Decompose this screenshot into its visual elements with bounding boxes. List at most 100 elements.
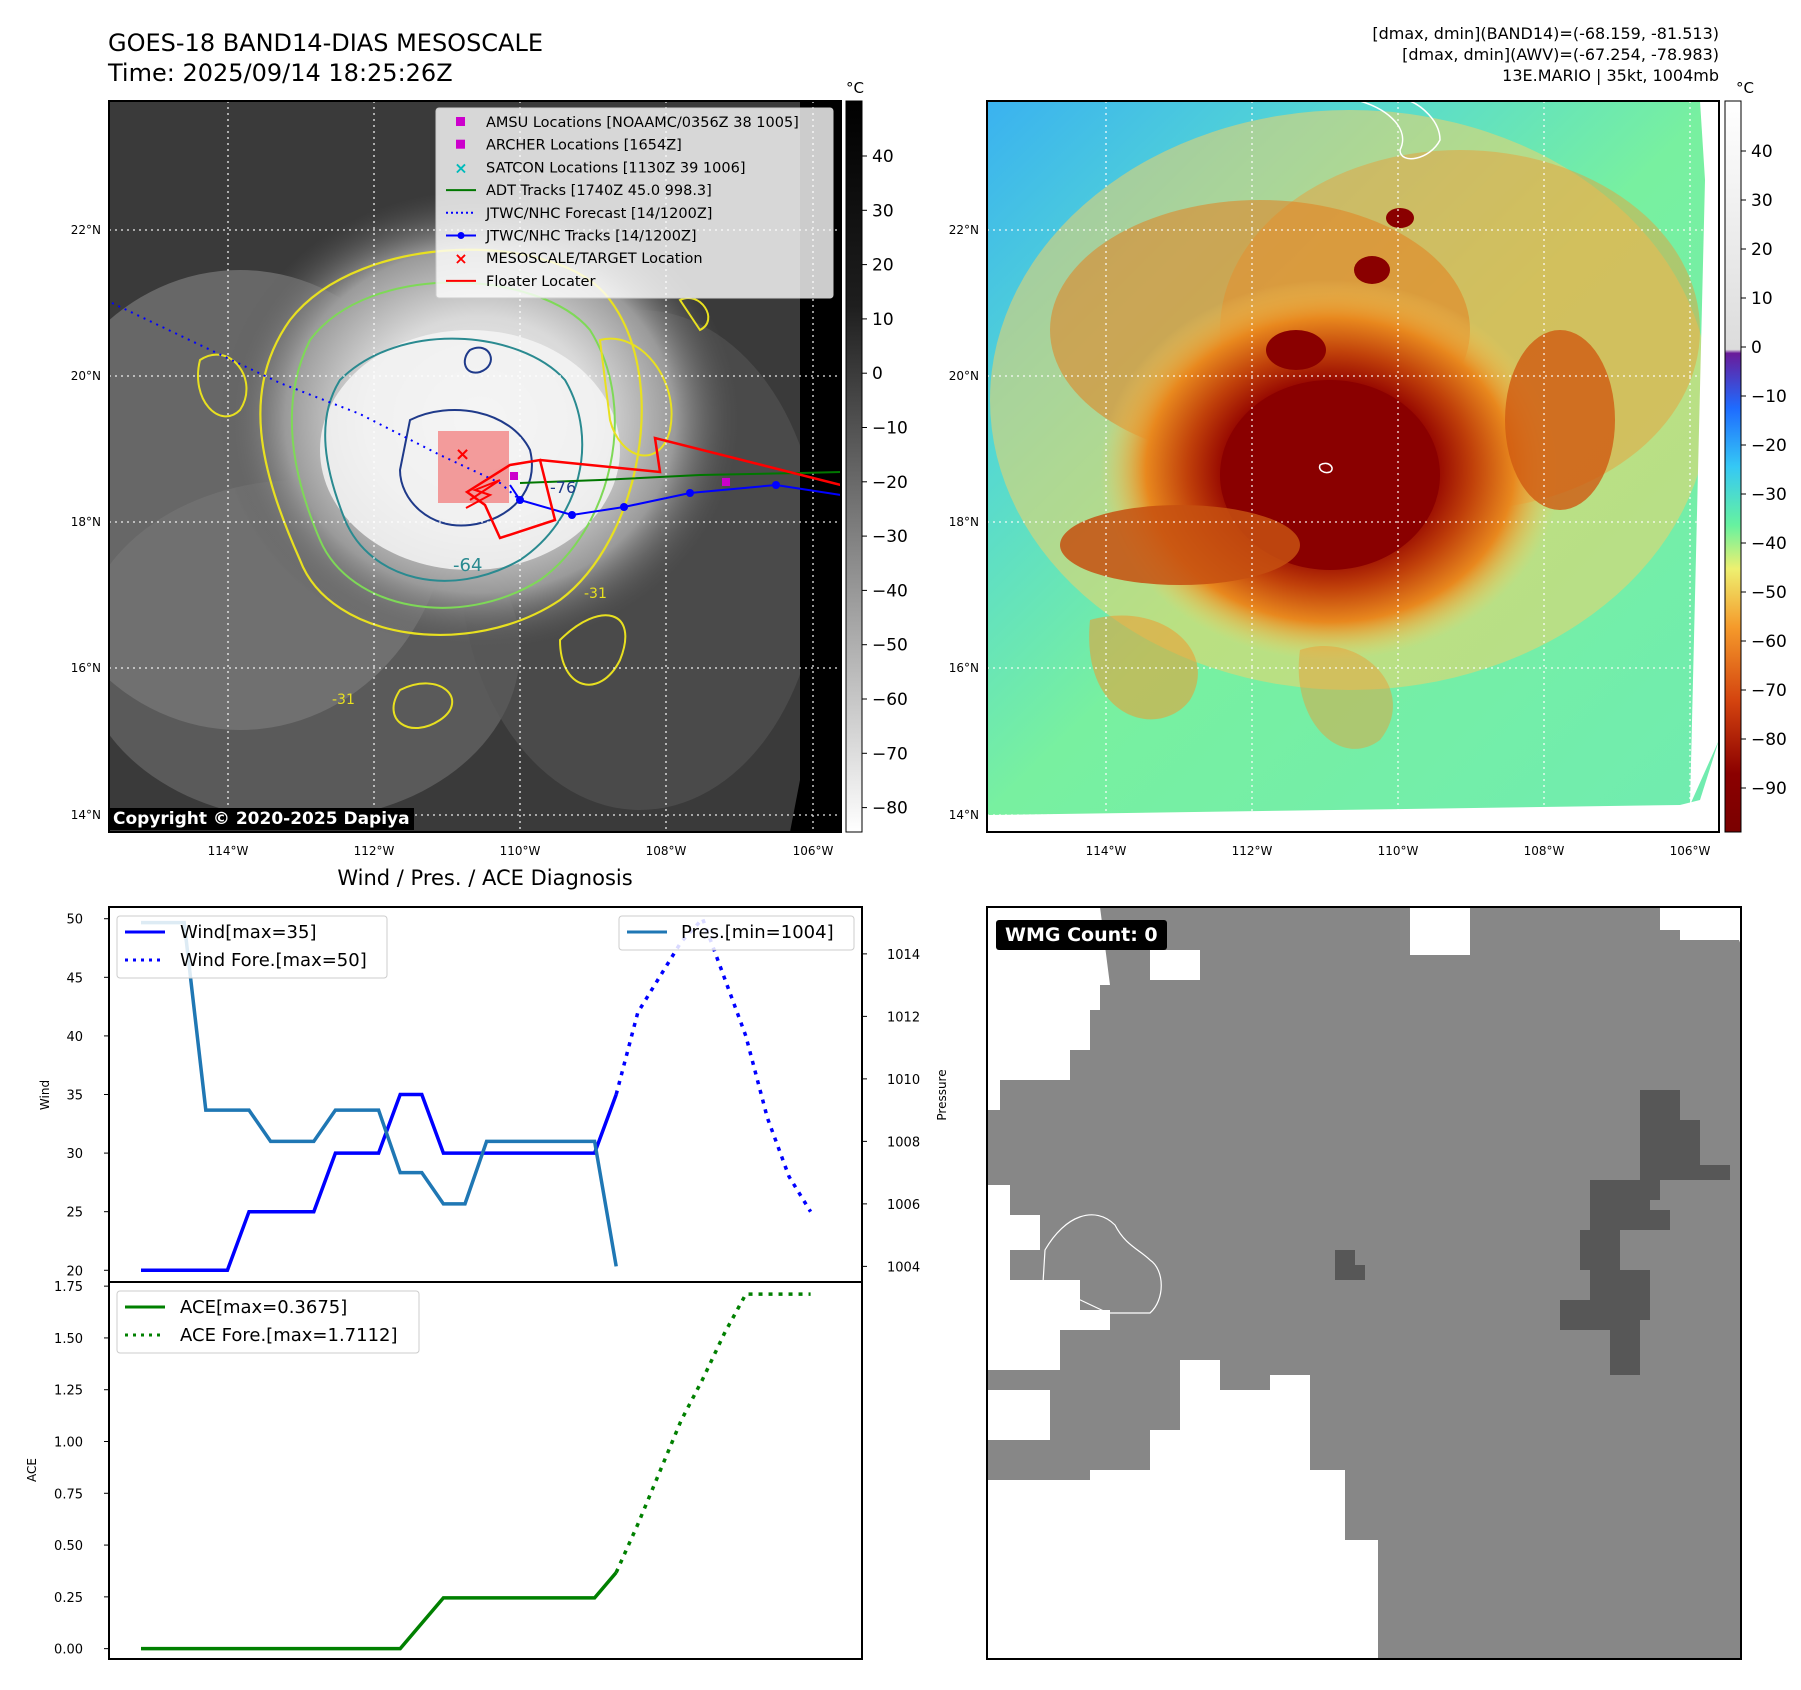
legend-label-7: Floater Locater — [486, 274, 595, 290]
awv-lon-label-114: 114°W — [1086, 844, 1127, 858]
awv-cb-tick-label-10: −60 — [1751, 632, 1787, 652]
stats-awv: [dmax, dmin](AWV)=(-67.254, -78.983) — [1402, 45, 1719, 64]
contour-label-1: -64 — [453, 555, 482, 576]
awv-cb-tick-label-9: −50 — [1751, 583, 1787, 603]
diagnosis-title: Wind / Pres. / ACE Diagnosis — [337, 866, 632, 890]
legend-pressure: Pres.[min=1004] — [681, 922, 834, 943]
awv-cb-tick-label-8: −40 — [1751, 534, 1787, 554]
ace-ytick-label-6: 1.50 — [54, 1332, 83, 1347]
ace-chart: ACE 0.00 0.25 0.50 0.75 1.00 1.25 1.50 1.75 ACE… — [25, 1280, 863, 1660]
ir-cb-tick-label-5: −10 — [872, 419, 908, 439]
legend-label-4: JTWC/NHC Forecast [14/1200Z] — [485, 206, 712, 222]
wind-ytick-label-0: 20 — [66, 1264, 83, 1279]
lon-label-112: 112°W — [354, 844, 395, 858]
awv-cb-tick-label-12: −80 — [1751, 730, 1787, 750]
awv-cb-tick-label-11: −70 — [1751, 681, 1787, 701]
ace-ytick-label-2: 0.50 — [54, 1539, 83, 1554]
awv-lon-label-106: 106°W — [1670, 844, 1711, 858]
pressure-ytick-label-1: 1006 — [887, 1198, 920, 1213]
awv-map-axes: 114°W 112°W 110°W 108°W 106°W 22°N 20°N … — [949, 223, 1711, 858]
ir-cb-tick-label-7: −30 — [872, 527, 908, 547]
awv-cb-tick-label-5: −10 — [1751, 387, 1787, 407]
lon-label-110: 110°W — [500, 844, 541, 858]
svg-text:×: × — [455, 444, 470, 465]
legend-marker-6: × — [454, 249, 467, 268]
legend-wind-forecast: Wind Fore.[max=50] — [180, 950, 367, 971]
ir-cb-tick-label-2: 20 — [872, 256, 894, 276]
series-line-2 — [141, 920, 618, 1267]
contour-label-4: -31 — [332, 692, 355, 708]
ir-cb-tick-label-1: 30 — [872, 201, 894, 221]
figure-title: GOES-18 BAND14-DIAS MESOSCALE — [108, 29, 543, 57]
contour-label-3: -31 — [584, 586, 607, 602]
awv-cb-tick-label-3: 10 — [1751, 289, 1773, 309]
ir-map-axes: 114°W 112°W 110°W 108°W 106°W 22°N 20°N … — [71, 223, 834, 858]
lat-label-16: 16°N — [71, 661, 101, 675]
ace-ytick-label-0: 0.00 — [54, 1643, 83, 1658]
awv-cb-tick-label-13: −90 — [1751, 779, 1787, 799]
awv-lat-label-20: 20°N — [949, 369, 979, 383]
legend-label-2: SATCON Locations [1130Z 39 1006] — [486, 160, 745, 176]
ir-colorbar-unit: °C — [846, 79, 864, 97]
lon-label-114: 114°W — [208, 844, 249, 858]
awv-colorbar: °C 40 30 20 10 0 −10 −20 −30 −40 −50 −60 −70 −80 −90 — [1724, 79, 1787, 833]
ace-ytick-label-1: 0.25 — [54, 1591, 83, 1606]
awv-lon-label-108: 108°W — [1524, 844, 1565, 858]
wind-ytick-label-1: 25 — [66, 1206, 83, 1221]
legend-wind: Wind[max=35] — [180, 922, 317, 943]
wind-ytick-label-4: 40 — [66, 1030, 83, 1045]
wind-axis-label: Wind — [38, 1080, 52, 1110]
legend-marker-dot-5 — [457, 232, 465, 239]
series-line-0 — [141, 1092, 618, 1273]
legend-marker-0 — [456, 117, 465, 126]
ir-cb-tick-label-3: 10 — [872, 310, 894, 330]
awv-lat-label-18: 18°N — [949, 515, 979, 529]
awv-lon-label-110: 110°W — [1378, 844, 1419, 858]
lat-label-20: 20°N — [71, 369, 101, 383]
awv-cb-tick-label-4: 0 — [1751, 338, 1762, 358]
ace-series-line-0 — [141, 1571, 618, 1651]
lat-label-18: 18°N — [71, 515, 101, 529]
wind-ytick-label-5: 45 — [66, 971, 83, 986]
wind-ytick-label-3: 35 — [66, 1089, 83, 1104]
awv-cb-tick-label-6: −20 — [1751, 436, 1787, 456]
lon-label-106: 106°W — [793, 844, 834, 858]
wind-ytick-label-6: 50 — [66, 913, 83, 928]
awv-cb-tick-label-1: 30 — [1751, 191, 1773, 211]
pressure-ytick-label-0: 1004 — [887, 1260, 920, 1275]
ir-cb-tick-label-0: 40 — [872, 147, 894, 167]
legend-label-1: ARCHER Locations [1654Z] — [486, 138, 682, 154]
awv-lon-label-112: 112°W — [1232, 844, 1273, 858]
legend-marker-2: × — [454, 158, 467, 177]
legend-ace: ACE[max=0.3675] — [180, 1297, 347, 1318]
awv-lat-label-16: 16°N — [949, 661, 979, 675]
pressure-ytick-label-4: 1012 — [887, 1010, 920, 1025]
legend-marker-1 — [456, 139, 465, 149]
wind-ytick-label-2: 30 — [66, 1147, 83, 1162]
lon-label-108: 108°W — [646, 844, 687, 858]
legend-ace-forecast: ACE Fore.[max=1.7112] — [180, 1325, 398, 1346]
pressure-ytick-label-2: 1008 — [887, 1135, 920, 1150]
ir-cb-tick-label-6: −20 — [872, 473, 908, 493]
lat-label-22: 22°N — [71, 223, 101, 237]
ace-ytick-label-4: 1.00 — [54, 1436, 83, 1451]
ace-ytick-label-7: 1.75 — [54, 1280, 83, 1295]
legend-label-3: ADT Tracks [1740Z 45.0 998.3] — [486, 183, 712, 199]
copyright-badge: Copyright © 2020-2025 Dapiya — [109, 808, 414, 830]
ace-axis-label: ACE — [25, 1458, 39, 1482]
ir-cb-tick-label-4: 0 — [872, 364, 883, 384]
ace-ytick-label-5: 1.25 — [54, 1384, 83, 1399]
wmg-count-badge: WMG Count: 0 — [996, 920, 1167, 950]
pressure-ytick-label-5: 1014 — [887, 948, 920, 963]
contour-label-2: -76 — [550, 478, 576, 497]
pressure-axis-label: Pressure — [935, 1069, 949, 1120]
ir-cb-tick-label-8: −40 — [872, 581, 908, 601]
awv-map-panel — [986, 100, 1720, 833]
map-legend: AMSU Locations [NOAAMC/0356Z 38 1005] ARC… — [435, 107, 834, 299]
wmg-panel — [986, 906, 1742, 1660]
awv-colorbar-unit: °C — [1736, 79, 1754, 97]
ir-cb-tick-label-10: −60 — [872, 690, 908, 710]
ir-colorbar: °C 40 30 20 10 0 −10 −20 −30 −40 −50 −60 −70 −80 — [845, 79, 908, 833]
pressure-ytick-label-3: 1010 — [887, 1073, 920, 1088]
ir-cb-tick-label-9: −50 — [872, 636, 908, 656]
